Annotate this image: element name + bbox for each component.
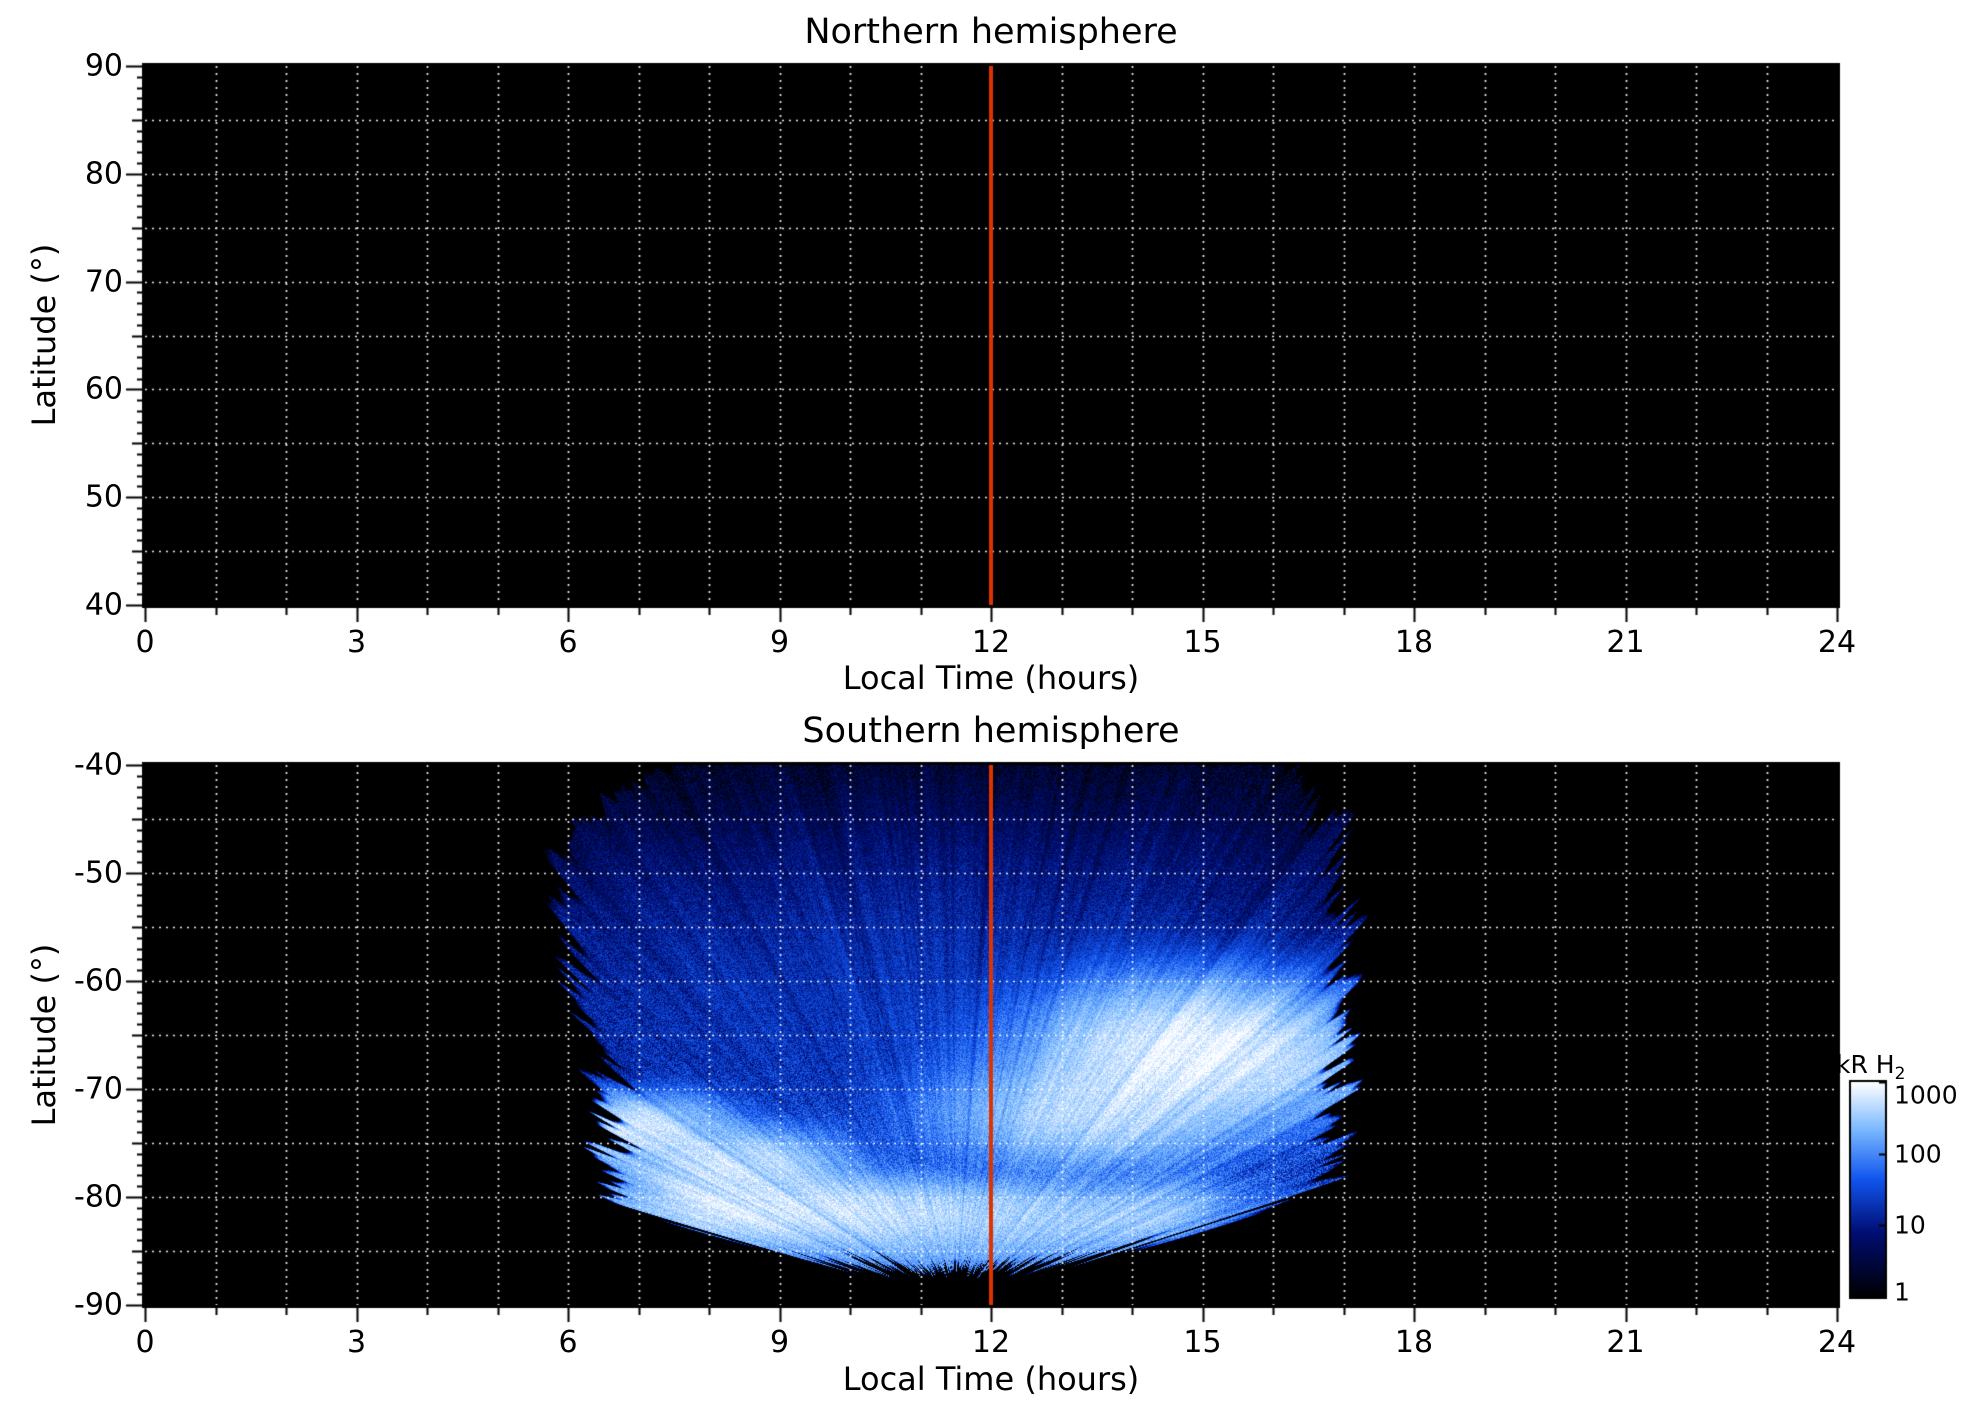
colorbar-tick-label: 1000 xyxy=(1894,1080,1958,1110)
y-tick-label: -40 xyxy=(74,747,123,783)
north-yaxis-label: Latitude (°) xyxy=(25,243,63,427)
x-tick-label: 12 xyxy=(971,625,1011,660)
y-tick-label: 80 xyxy=(84,156,123,192)
x-tick-label: 18 xyxy=(1394,625,1434,660)
colorbar-tick-label: 100 xyxy=(1894,1139,1942,1169)
x-tick-label: 6 xyxy=(558,625,578,660)
y-tick-label: 40 xyxy=(84,587,123,623)
y-tick-label: -80 xyxy=(74,1179,123,1215)
y-tick-label: -60 xyxy=(74,963,123,999)
x-tick-label: 9 xyxy=(769,1325,790,1360)
x-tick-label: 21 xyxy=(1606,1325,1645,1360)
x-tick-label: 24 xyxy=(1817,1325,1857,1360)
colorbar-unit-label: kR H2 xyxy=(1836,1050,1905,1084)
y-tick-label: 90 xyxy=(84,48,123,84)
y-tick-label: -90 xyxy=(74,1287,123,1323)
y-tick-label: -50 xyxy=(74,855,123,891)
x-tick-label: 18 xyxy=(1394,1325,1434,1360)
colorbar-unit-main: kR H xyxy=(1836,1050,1895,1079)
south-yaxis-label: Latitude (°) xyxy=(25,943,63,1127)
x-tick-label: 0 xyxy=(135,625,155,660)
x-tick-label: 24 xyxy=(1817,625,1857,660)
y-tick-label: -70 xyxy=(74,1071,123,1107)
colorbar-tick-label: 1 xyxy=(1894,1277,1910,1307)
x-tick-label: 9 xyxy=(769,625,790,660)
x-tick-label: 6 xyxy=(558,1325,578,1360)
south-xaxis-label: Local Time (hours) xyxy=(842,1360,1140,1398)
colorbar-unit-sub: 2 xyxy=(1894,1064,1906,1084)
y-tick-label: 70 xyxy=(84,264,123,300)
x-tick-label: 12 xyxy=(971,1325,1011,1360)
x-tick-label: 3 xyxy=(346,1325,367,1360)
y-tick-label: 60 xyxy=(84,371,123,407)
colorbar-tick-label: 10 xyxy=(1894,1210,1926,1240)
x-tick-label: 15 xyxy=(1183,625,1222,660)
x-tick-label: 3 xyxy=(346,625,367,660)
south-plot-title: Southern hemisphere xyxy=(802,711,1180,751)
north-xaxis-label: Local Time (hours) xyxy=(842,659,1140,697)
x-tick-label: 21 xyxy=(1606,625,1645,660)
y-tick-label: 50 xyxy=(84,479,123,515)
north-plot-title: Northern hemisphere xyxy=(804,12,1178,52)
x-tick-label: 0 xyxy=(135,1325,155,1360)
x-tick-label: 15 xyxy=(1183,1325,1222,1360)
